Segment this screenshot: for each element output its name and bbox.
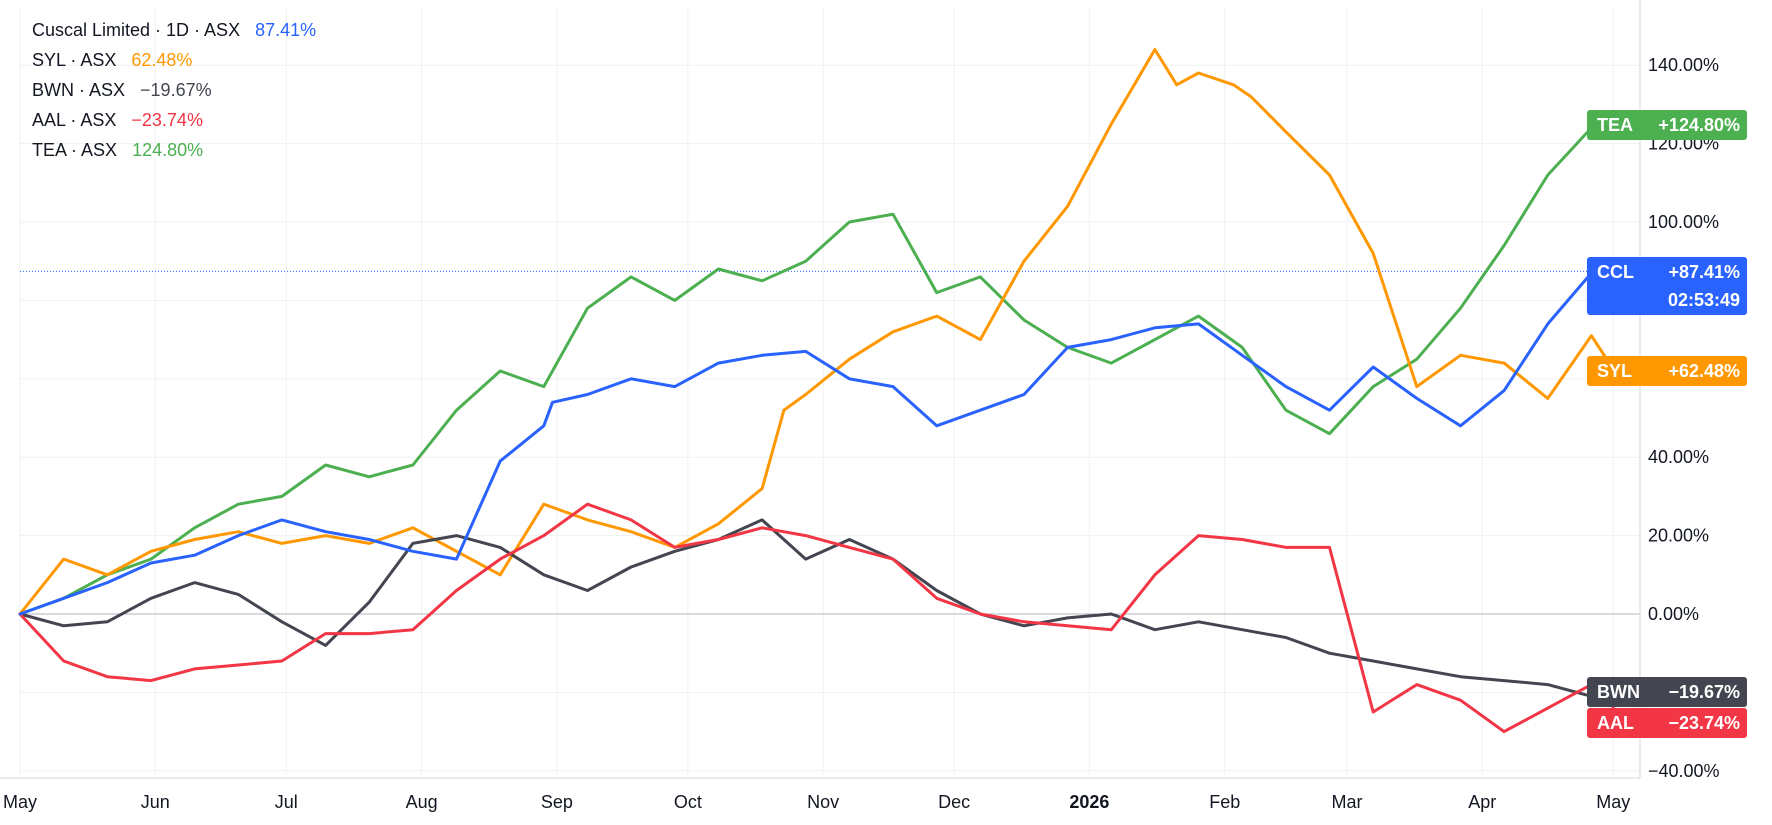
x-tick-label: May [1596, 792, 1630, 812]
legend-syl-value: 62.48% [131, 50, 192, 70]
tag-countdown: 02:53:49 [1668, 290, 1740, 310]
tag-bwn: BWN −19.67% [1587, 677, 1747, 707]
tag-series-name: BWN [1597, 682, 1640, 702]
x-tick-label: Nov [807, 792, 839, 812]
tag-value: +87.41% [1668, 262, 1740, 282]
x-tick-label: Mar [1331, 792, 1362, 812]
tag-syl: SYL +62.48% [1587, 356, 1747, 386]
y-tick-label: 40.00% [1648, 447, 1709, 467]
x-tick-label: Dec [938, 792, 970, 812]
legend-tea-name: TEA · ASX [32, 140, 117, 160]
y-tick-label: −40.00% [1648, 761, 1720, 781]
legend-tea-value: 124.80% [132, 140, 203, 160]
svg-text:AAL · ASX −23.74%[interactable]: AAL · ASX −23.74% [32, 110, 203, 130]
tag-background [1587, 356, 1747, 386]
legend-syl-name: SYL · ASX [32, 50, 116, 70]
x-tick-label: Apr [1468, 792, 1496, 812]
x-tick-label: Sep [541, 792, 573, 812]
legend-aal-value: −23.74% [131, 110, 203, 130]
svg-text:BWN · ASX −19.67%[interactable]: BWN · ASX −19.67% [32, 80, 212, 100]
x-tick-label: Oct [674, 792, 702, 812]
legend-bwn-name: BWN · ASX [32, 80, 125, 100]
tag-series-name: SYL [1597, 361, 1632, 381]
series-lines[interactable] [18, 48, 1615, 734]
tag-series-name: AAL [1597, 713, 1634, 733]
tag-tea: TEA +124.80% [1587, 110, 1747, 140]
tag-value: +62.48% [1668, 361, 1740, 381]
tag-background [1587, 677, 1747, 707]
tag-background [1587, 708, 1747, 738]
y-tick-label: 0.00% [1648, 604, 1699, 624]
tag-ccl: CCL +87.41% 02:53:49 [1587, 257, 1747, 315]
tag-value: −19.67% [1668, 682, 1740, 702]
series-line-aal[interactable] [18, 502, 1615, 734]
x-axis-ticks: May Jun Jul Aug Sep Oct Nov Dec 2026 Feb Mar Apr May [3, 792, 1630, 812]
tag-value: +124.80% [1658, 115, 1740, 135]
x-tick-label: Jul [275, 792, 298, 812]
series-line-syl[interactable] [18, 48, 1615, 616]
y-tick-label: 100.00% [1648, 212, 1719, 232]
tag-series-name: TEA [1597, 115, 1633, 135]
x-tick-label: Aug [406, 792, 438, 812]
svg-text:SYL · ASX 62.48%[interactable]: SYL · ASX 62.48% [32, 50, 192, 70]
svg-text:TEA · ASX 124.80%[interactable]: TEA · ASX 124.80% [32, 140, 203, 160]
series-line-ccl[interactable] [18, 269, 1615, 616]
legend-aal-name: AAL · ASX [32, 110, 116, 130]
tag-background [1587, 110, 1747, 140]
series-line-tea[interactable] [18, 123, 1615, 616]
y-tick-label: 20.00% [1648, 526, 1709, 546]
x-tick-label: 2026 [1069, 792, 1109, 812]
series-value-tags: CCL +87.41% 02:53:49 SYL +62.48% BWN −19.67% AA… [1587, 110, 1747, 738]
legend-main-name: Cuscal Limited · 1D · ASX [32, 20, 240, 40]
tag-value: −23.74% [1668, 713, 1740, 733]
x-tick-label: May [3, 792, 37, 812]
x-tick-label: Jun [141, 792, 170, 812]
y-tick-label: 140.00% [1648, 55, 1719, 75]
tag-series-name: CCL [1597, 262, 1634, 282]
legend: Cuscal Limited · 1D · ASX 87.41% SYL · A… [32, 20, 316, 160]
series-line-bwn[interactable] [18, 518, 1615, 698]
svg-text:Cuscal Limited · 1D · ASX[interactable]: Cuscal Limited · 1D · ASX 87.41% [32, 20, 316, 40]
tag-aal: AAL −23.74% [1587, 708, 1747, 738]
tag-background [1587, 257, 1747, 315]
grid [19, 8, 1640, 775]
legend-bwn-value: −19.67% [140, 80, 212, 100]
legend-main-value: 87.41% [255, 20, 316, 40]
x-tick-label: Feb [1209, 792, 1240, 812]
